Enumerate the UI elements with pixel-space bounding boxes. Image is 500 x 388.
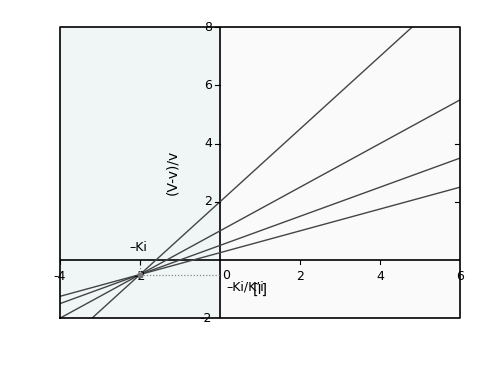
Text: –Ki: –Ki	[129, 241, 147, 254]
Bar	[60, 27, 220, 318]
Text: 4: 4	[204, 137, 212, 150]
Text: 2: 2	[204, 195, 212, 208]
Text: 2: 2	[296, 270, 304, 283]
Text: 6: 6	[204, 79, 212, 92]
Text: [I]: [I]	[252, 282, 268, 297]
Bar	[220, 27, 460, 318]
Text: 8: 8	[204, 21, 212, 34]
Text: -4: -4	[54, 270, 66, 283]
Text: –Ki/K’i: –Ki/K’i	[226, 280, 264, 293]
Text: -2: -2	[134, 270, 146, 283]
Text: 6: 6	[456, 270, 464, 283]
Text: -2: -2	[200, 312, 212, 325]
Text: 0: 0	[222, 268, 230, 282]
Text: 4: 4	[376, 270, 384, 283]
Text: (V-v)/v: (V-v)/v	[165, 150, 179, 195]
